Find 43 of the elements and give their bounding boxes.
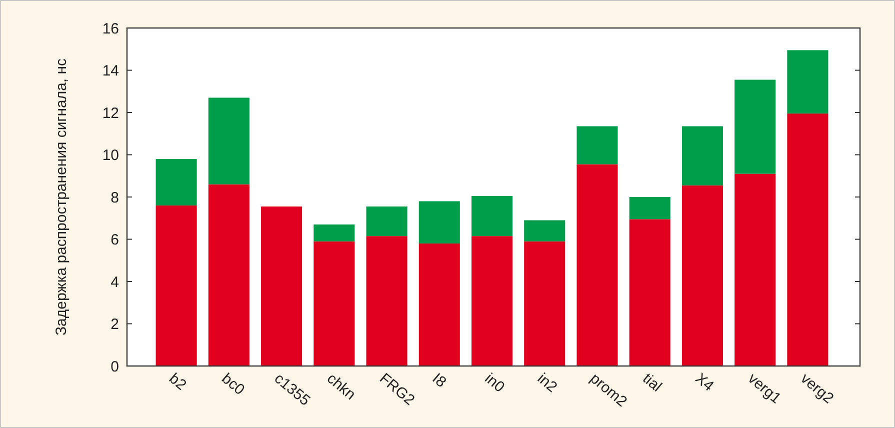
bar bbox=[787, 50, 828, 114]
bar bbox=[682, 185, 723, 366]
x-tick-label: tial bbox=[639, 370, 665, 396]
bar bbox=[366, 236, 408, 366]
bar bbox=[734, 80, 776, 174]
bar bbox=[208, 184, 250, 366]
y-tick-label: 0 bbox=[110, 358, 119, 376]
x-tick-label: b2 bbox=[166, 370, 190, 394]
bar bbox=[787, 114, 828, 366]
bar bbox=[314, 241, 355, 366]
bar bbox=[734, 174, 776, 366]
bar bbox=[576, 164, 618, 366]
y-tick-label: 12 bbox=[102, 104, 119, 122]
x-tick-label: in0 bbox=[481, 370, 508, 396]
y-tick-label: 14 bbox=[102, 62, 119, 80]
y-tick-label: 4 bbox=[110, 274, 119, 291]
x-tick-label: bc0 bbox=[218, 370, 248, 399]
bar bbox=[156, 158, 197, 206]
bar bbox=[629, 219, 670, 366]
bar bbox=[314, 224, 355, 242]
bar bbox=[261, 206, 302, 366]
y-tick-label: 8 bbox=[110, 189, 119, 206]
y-tick-label: 2 bbox=[110, 316, 119, 333]
x-tick-label: I8 bbox=[428, 370, 450, 392]
y-tick-label: 6 bbox=[110, 232, 119, 248]
y-tick-label: 16 bbox=[102, 20, 119, 38]
bar bbox=[156, 205, 197, 366]
bar bbox=[629, 197, 670, 220]
bar bbox=[682, 126, 723, 186]
bar bbox=[366, 206, 408, 236]
bar bbox=[471, 196, 513, 236]
y-tick-label: 10 bbox=[102, 147, 119, 164]
x-tick-label: chkn bbox=[324, 370, 359, 404]
y-axis-title: Задержка распространения сигнала, нс bbox=[53, 58, 70, 336]
bar bbox=[576, 126, 618, 164]
bar bbox=[418, 201, 460, 244]
bar bbox=[208, 98, 250, 184]
x-tick-label: in2 bbox=[534, 370, 560, 396]
bar bbox=[524, 241, 566, 366]
bar bbox=[471, 236, 513, 366]
bar bbox=[524, 220, 566, 242]
bar bbox=[418, 243, 460, 366]
x-tick-label: X4 bbox=[692, 370, 717, 395]
